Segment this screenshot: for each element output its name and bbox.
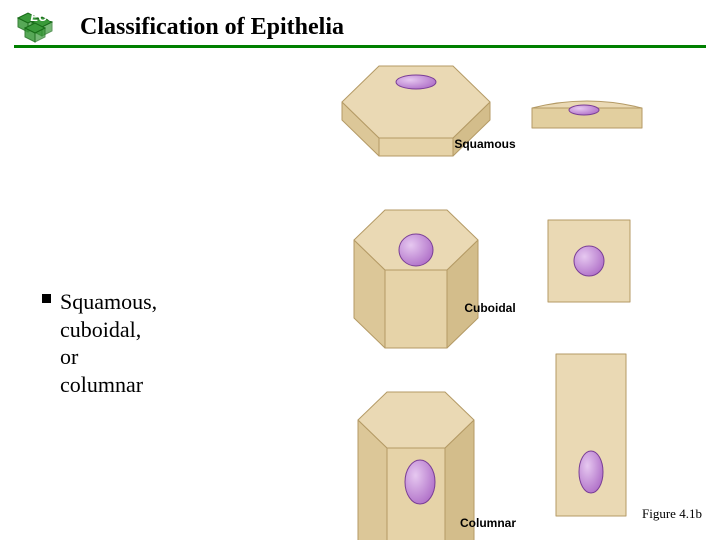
row-label-columnar: Columnar xyxy=(428,516,548,530)
row-label-cuboidal: Cuboidal xyxy=(430,301,550,315)
epithelia-diagram xyxy=(0,0,720,540)
row-label-squamous: Squamous xyxy=(425,137,545,151)
figure-caption: Figure 4.1b xyxy=(642,506,702,522)
